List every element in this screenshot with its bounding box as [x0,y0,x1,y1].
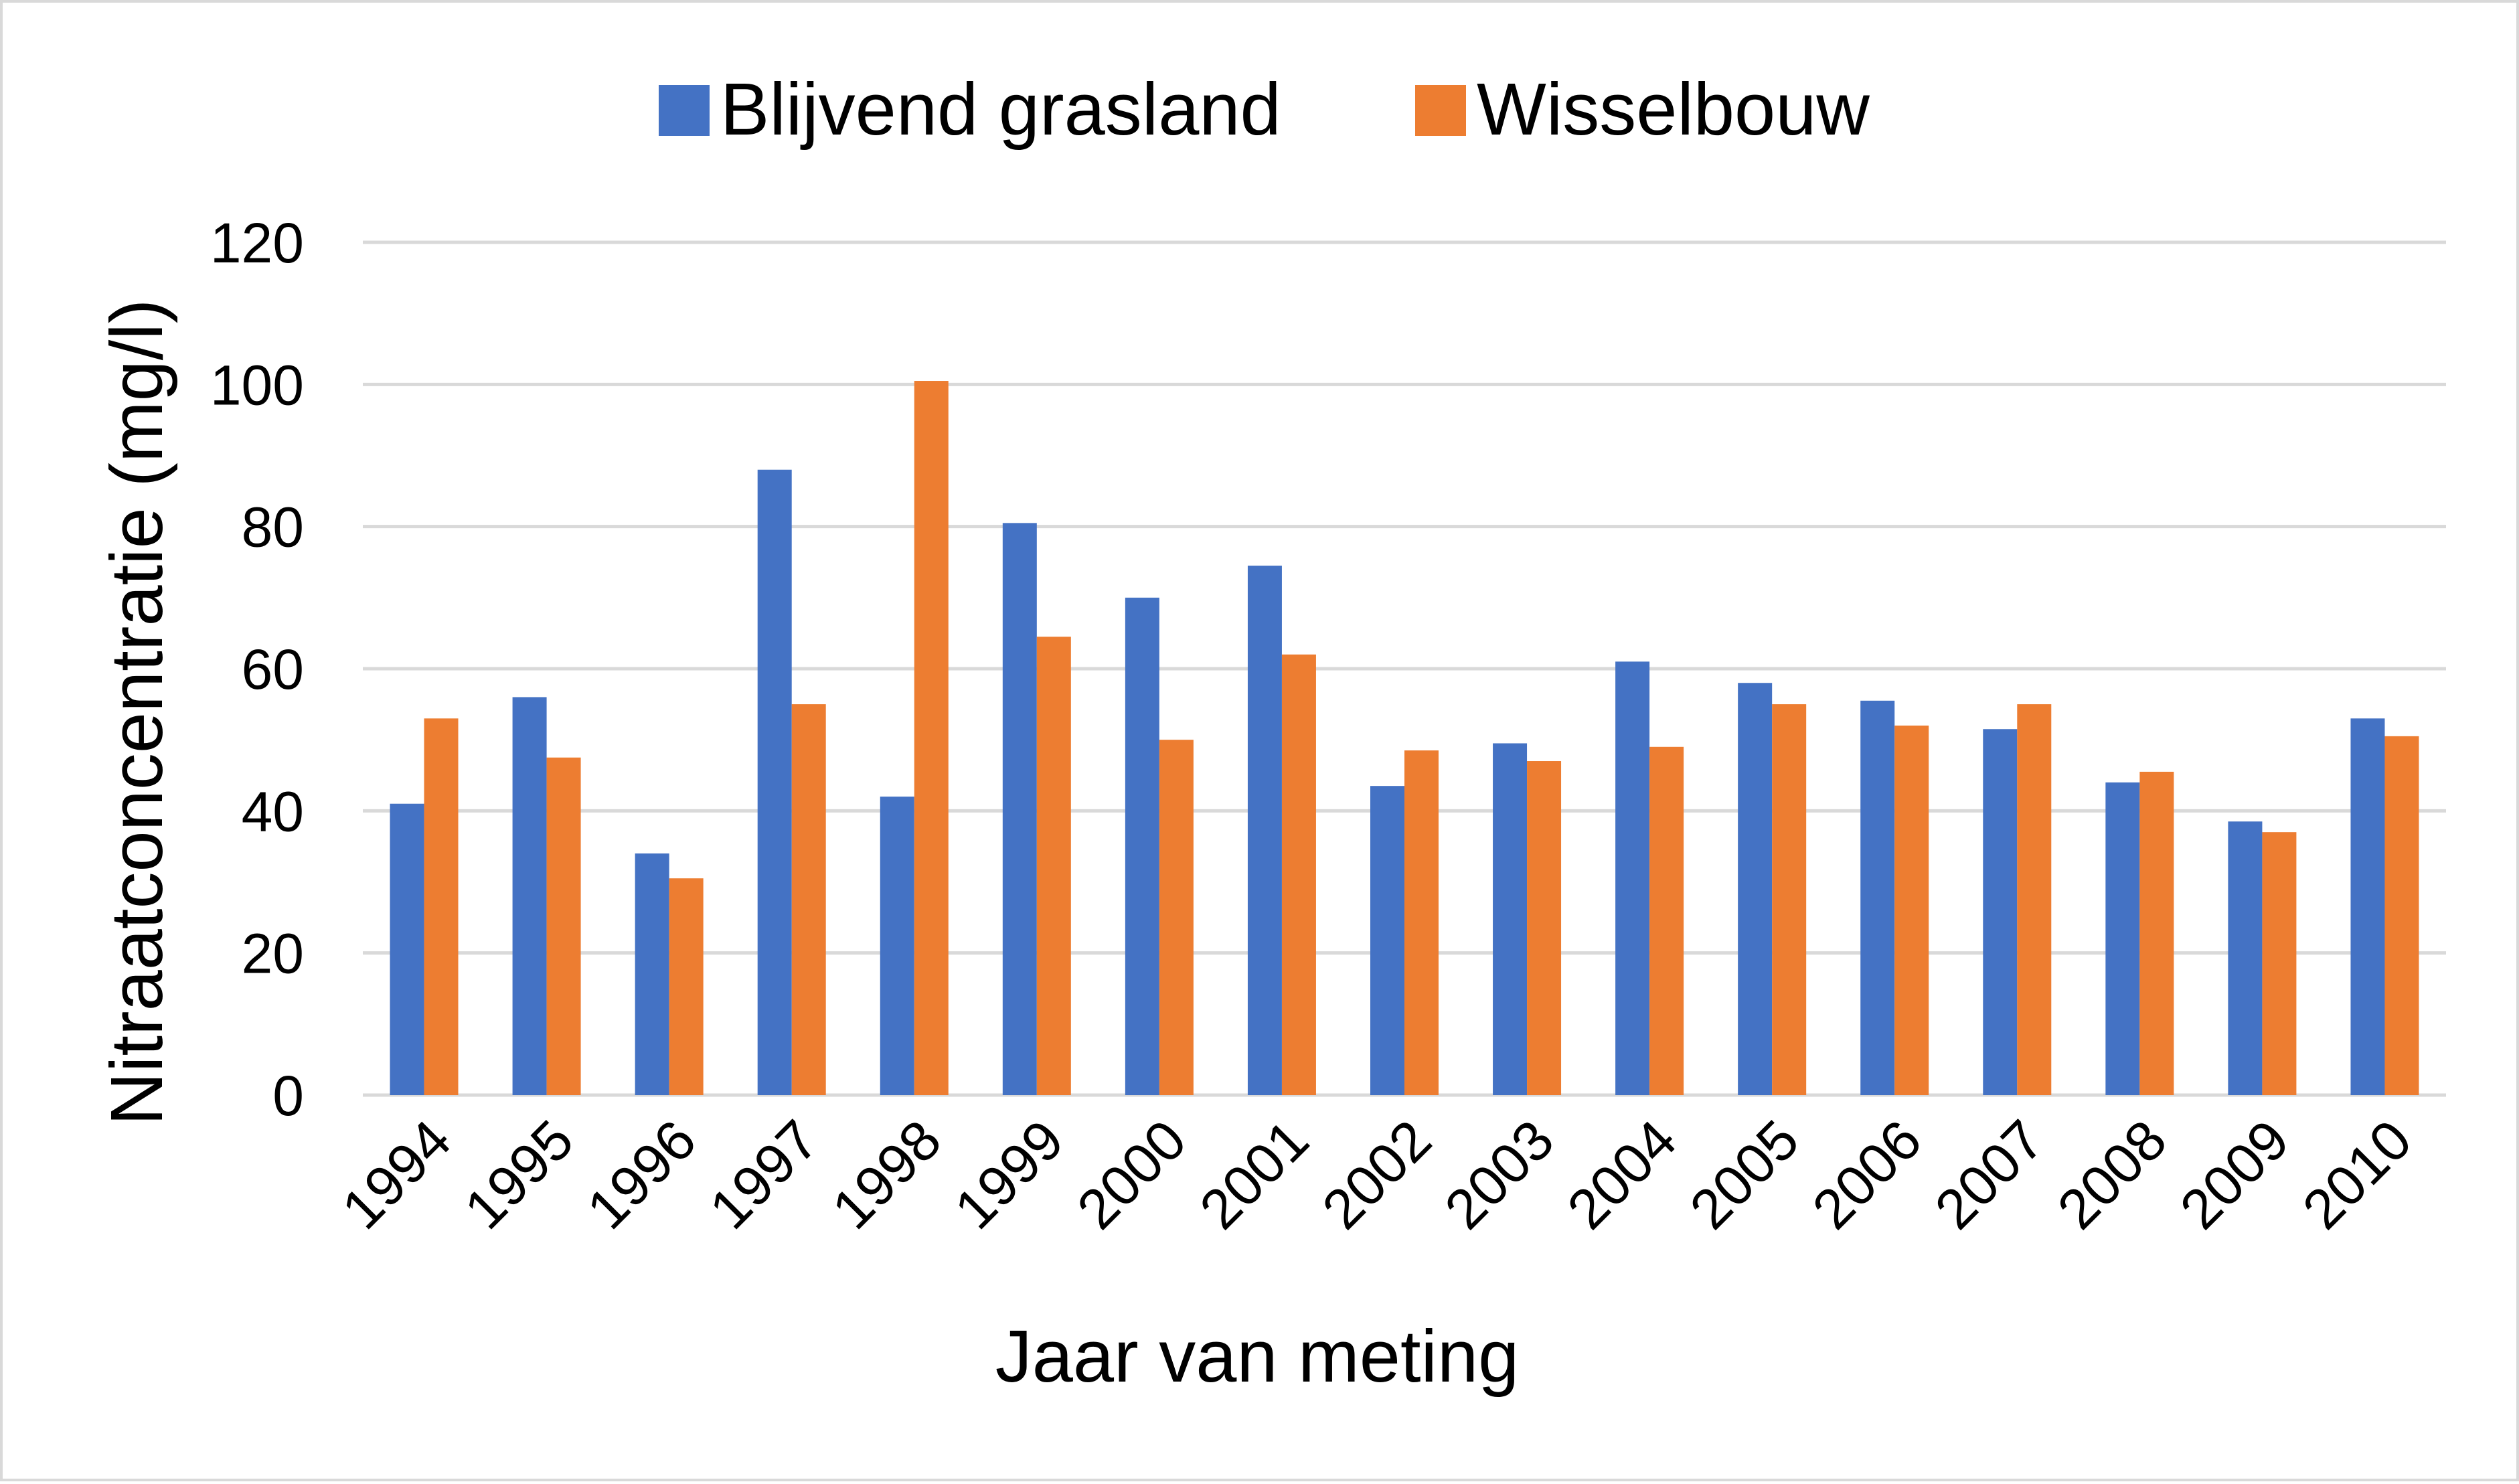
bar-wisselbouw-1997 [791,704,826,1095]
bar-wisselbouw-1996 [669,878,704,1095]
legend: Blijvend grasland Wisselbouw [659,68,1870,151]
y-axis-title: Nitraatconcentratie (mg/l) [96,299,178,1126]
x-tick-label: 1997 [698,1108,831,1241]
bar-blijvend-grasland-2002 [1370,786,1404,1095]
x-tick-label: 2000 [1065,1108,1198,1241]
y-tick-label: 0 [272,1064,304,1127]
bar-blijvend-grasland-2000 [1125,597,1159,1095]
x-tick-label: 2010 [2291,1108,2424,1241]
bar-chart: 0 20 40 60 80 100 120 199419951996199719981999… [96,68,2446,1398]
x-axis-ticks: 1994199519961997199819992000200120022003… [330,1108,2424,1241]
bar-wisselbouw-1999 [1036,637,1071,1095]
bar-wisselbouw-2004 [1649,746,1684,1095]
x-tick-label: 1995 [453,1108,586,1241]
bar-blijvend-grasland-1999 [1002,523,1037,1095]
bar-wisselbouw-2005 [1772,704,1807,1095]
y-tick-label: 40 [242,780,304,843]
legend-swatch-blijvend-grasland [659,85,710,136]
bar-wisselbouw-2007 [2017,704,2052,1095]
bar-blijvend-grasland-2001 [1247,566,1282,1095]
y-tick-label: 60 [242,638,304,701]
bar-wisselbouw-1994 [424,718,459,1095]
bar-blijvend-grasland-1994 [390,803,424,1095]
y-tick-label: 100 [210,353,304,416]
bar-blijvend-grasland-2009 [2228,821,2263,1095]
x-tick-label: 1996 [575,1108,708,1241]
x-tick-label: 1998 [820,1108,953,1241]
x-tick-label: 2003 [1433,1108,1566,1241]
y-axis-ticks: 0 20 40 60 80 100 120 [210,212,304,1127]
y-tick-label: 120 [210,212,304,274]
bars [390,381,2419,1095]
bar-wisselbouw-2010 [2384,736,2419,1095]
x-axis-title: Jaar van meting [995,1315,1520,1398]
bar-wisselbouw-2001 [1281,654,1316,1095]
bar-blijvend-grasland-2003 [1493,743,1528,1095]
legend-label-wisselbouw: Wisselbouw [1477,68,1870,151]
bar-blijvend-grasland-2004 [1615,661,1650,1095]
x-tick-label: 2009 [2168,1108,2301,1241]
bar-blijvend-grasland-2005 [1738,683,1773,1095]
bar-blijvend-grasland-1995 [512,697,547,1095]
bar-wisselbouw-2006 [1894,725,1929,1095]
bar-wisselbouw-2009 [2262,832,2297,1095]
bar-blijvend-grasland-2006 [1860,700,1895,1095]
bar-blijvend-grasland-2010 [2350,718,2385,1095]
x-tick-label: 1999 [943,1108,1076,1241]
y-tick-label: 20 [242,922,304,985]
x-tick-label: 2007 [1923,1108,2056,1241]
x-tick-label: 2005 [1678,1108,1811,1241]
x-tick-label: 2002 [1310,1108,1443,1241]
x-tick-label: 2008 [2045,1108,2178,1241]
x-tick-label: 2004 [1555,1108,1688,1241]
bar-blijvend-grasland-1998 [880,797,914,1095]
y-tick-label: 80 [242,496,304,559]
x-tick-label: 2001 [1188,1108,1321,1241]
bar-blijvend-grasland-2007 [1983,729,2018,1095]
bar-blijvend-grasland-1996 [635,853,669,1095]
bar-blijvend-grasland-1997 [757,469,792,1095]
legend-swatch-wisselbouw [1415,85,1466,136]
bar-wisselbouw-2003 [1527,761,1562,1095]
x-tick-label: 1994 [330,1108,463,1241]
bar-wisselbouw-1995 [546,757,581,1095]
bar-wisselbouw-1998 [914,381,949,1095]
legend-label-blijvend-grasland: Blijvend grasland [720,68,1281,151]
bar-wisselbouw-2000 [1159,740,1194,1095]
bar-blijvend-grasland-2008 [2105,782,2140,1095]
bar-wisselbouw-2008 [2139,771,2174,1095]
bar-wisselbouw-2002 [1404,750,1439,1095]
x-tick-label: 2006 [1800,1108,1933,1241]
